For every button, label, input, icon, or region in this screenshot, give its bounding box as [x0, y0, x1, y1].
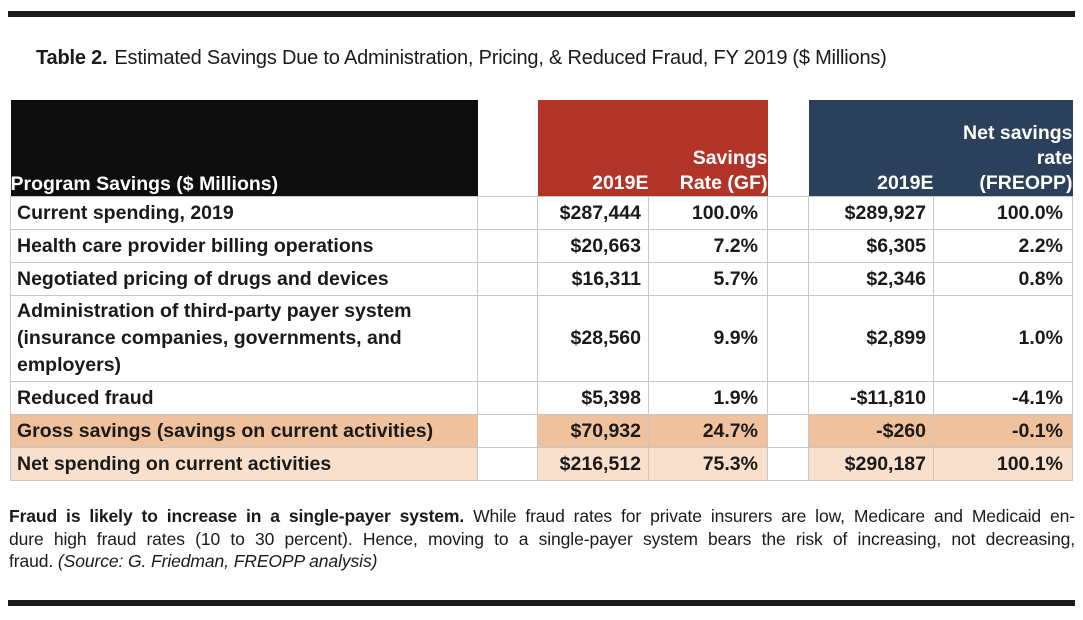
gf-rate-value: 9.9%: [648, 295, 768, 382]
gap-cell: [477, 381, 538, 415]
freopp-rate-value: 0.8%: [933, 262, 1073, 296]
gap-cell: [767, 447, 809, 481]
gf-2019e-value: $16,311: [537, 262, 649, 296]
freopp-2019e-value: $6,305: [808, 229, 934, 263]
footnote-text: dure high fraud rates (10 to 30 percent)…: [9, 528, 1075, 549]
table-header: Program Savings ($ Millions) 2019E Savin…: [10, 100, 1073, 197]
gap-cell: [767, 414, 809, 448]
footnote-bold-lead: Fraud is likely to increase in a single-…: [9, 506, 465, 526]
gap-cell: [767, 196, 809, 230]
freopp-rate-header-cell: Net savings rate (FREOPP): [933, 100, 1073, 197]
footnote-line: fraud. (Source: G. Friedman, FREOPP anal…: [9, 550, 1075, 573]
gap-cell: [477, 295, 538, 382]
table-row: Negotiated pricing of drugs and devices …: [10, 262, 1073, 296]
row-label: Net spending on current activities: [10, 447, 478, 481]
row-label: Health care provider billing operations: [10, 229, 478, 263]
table-body: Current spending, 2019 $287,444 100.0% $…: [10, 196, 1073, 481]
row-label: Reduced fraud: [10, 381, 478, 415]
table-row: Current spending, 2019 $287,444 100.0% $…: [10, 196, 1073, 230]
top-rule: [8, 11, 1075, 17]
gf-rate-value: 7.2%: [648, 229, 768, 263]
gf-rate-value: 75.3%: [648, 447, 768, 481]
gf-2019e-header-cell: 2019E: [537, 100, 649, 197]
freopp-rate-header-line: (FREOPP): [979, 172, 1073, 194]
footnote-source: (Source: G. Friedman, FREOPP analysis): [57, 551, 378, 571]
gf-2019e-value: $70,932: [537, 414, 649, 448]
gf-rate-value: 1.9%: [648, 381, 768, 415]
gap-cell: [477, 262, 538, 296]
table-caption-units: ($ Millions): [792, 47, 887, 69]
freopp-rate-value: 2.2%: [933, 229, 1073, 263]
table-row-net-spending: Net spending on current activities $216,…: [10, 447, 1073, 481]
gap-cell: [767, 262, 809, 296]
freopp-2019e-value: $290,187: [808, 447, 934, 481]
gap-cell: [477, 196, 538, 230]
gf-2019e-value: $287,444: [537, 196, 649, 230]
table-number: Table 2.: [36, 47, 108, 69]
table-caption-text: Estimated Savings Due to Administration,…: [114, 47, 788, 69]
gap-cell: [767, 381, 809, 415]
footnote-line: dure high fraud rates (10 to 30 percent)…: [9, 528, 1075, 551]
freopp-rate-value: 100.1%: [933, 447, 1073, 481]
freopp-2019e-value: $289,927: [808, 196, 934, 230]
table-row: Reduced fraud $5,398 1.9% -$11,810 -4.1%: [10, 381, 1073, 415]
table-caption: Table 2. Estimated Savings Due to Adminis…: [36, 47, 887, 70]
freopp-2019e-value: $2,346: [808, 262, 934, 296]
freopp-rate-header-line: rate: [1036, 147, 1073, 169]
gf-rate-value: 100.0%: [648, 196, 768, 230]
gf-2019e-value: $5,398: [537, 381, 649, 415]
gap-cell: [477, 229, 538, 263]
footnote: Fraud is likely to increase in a single-…: [9, 505, 1075, 573]
freopp-rate-value: 100.0%: [933, 196, 1073, 230]
row-label: Gross savings (savings on current activi…: [10, 414, 478, 448]
freopp-rate-value: -4.1%: [933, 381, 1073, 415]
gf-rate-value: 5.7%: [648, 262, 768, 296]
freopp-2019e-value: -$11,810: [808, 381, 934, 415]
gap-cell: [767, 229, 809, 263]
table-row: Administration of third-party payer syst…: [10, 295, 1073, 382]
freopp-2019e-value: -$260: [808, 414, 934, 448]
table-row: Health care provider billing operations …: [10, 229, 1073, 263]
header-gap-cell: [477, 100, 538, 197]
freopp-2019e-header-cell: 2019E: [808, 100, 934, 197]
footnote-text: fraud.: [9, 551, 58, 571]
header-gap-cell: [767, 100, 809, 197]
footnote-text: While fraud rates for private insurers a…: [473, 506, 1075, 526]
footnote-line: Fraud is likely to increase in a single-…: [9, 505, 1075, 528]
gf-rate-header-line: Savings: [692, 147, 768, 169]
gf-rate-header-cell: Savings Rate (GF): [648, 100, 768, 197]
gf-2019e-value: $28,560: [537, 295, 649, 382]
freopp-rate-header-line: Net savings: [963, 122, 1073, 144]
gap-cell: [477, 447, 538, 481]
row-label: Administration of third-party payer syst…: [10, 295, 478, 382]
gap-cell: [767, 295, 809, 382]
freopp-rate-value: 1.0%: [933, 295, 1073, 382]
gf-rate-header-line: Rate (GF): [679, 172, 768, 194]
gf-rate-value: 24.7%: [648, 414, 768, 448]
gap-cell: [477, 414, 538, 448]
row-label: Current spending, 2019: [10, 196, 478, 230]
savings-table: Program Savings ($ Millions) 2019E Savin…: [10, 100, 1073, 481]
gf-2019e-value: $216,512: [537, 447, 649, 481]
corner-header-cell: Program Savings ($ Millions): [10, 100, 478, 197]
bottom-rule: [8, 600, 1075, 606]
row-label: Negotiated pricing of drugs and devices: [10, 262, 478, 296]
freopp-2019e-value: $2,899: [808, 295, 934, 382]
header-row: Program Savings ($ Millions) 2019E Savin…: [10, 100, 1073, 197]
table-row-gross-savings: Gross savings (savings on current activi…: [10, 414, 1073, 448]
gf-2019e-value: $20,663: [537, 229, 649, 263]
freopp-rate-value: -0.1%: [933, 414, 1073, 448]
